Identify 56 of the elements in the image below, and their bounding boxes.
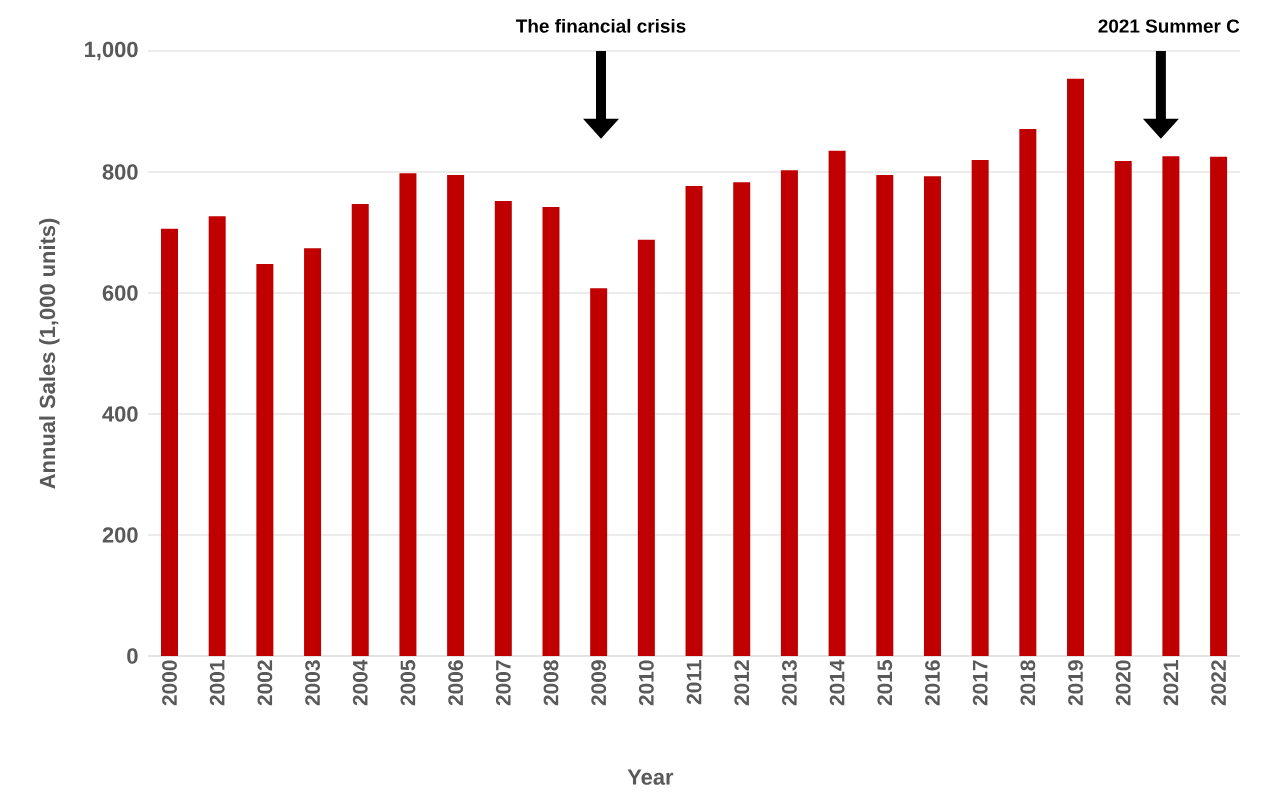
bar — [1162, 156, 1180, 656]
bar — [685, 185, 703, 656]
bar — [494, 201, 512, 656]
x-tick-label: 2009 — [591, 660, 607, 706]
bar — [351, 204, 369, 656]
x-axis-title: Year — [627, 769, 674, 785]
x-tick-label: 2010 — [638, 660, 654, 706]
x-tick-label: 2007 — [495, 660, 511, 706]
bar — [1067, 78, 1085, 656]
text: 2021 Summer C — [1098, 19, 1240, 33]
bar — [161, 228, 178, 656]
text: The financial crisis — [516, 18, 686, 33]
bar — [780, 170, 798, 656]
y-tick-label: 600 — [102, 285, 138, 301]
bar — [971, 159, 989, 656]
bar — [304, 248, 322, 656]
x-tick-label: 2022 — [1211, 660, 1226, 706]
y-tick-label: 800 — [102, 164, 138, 180]
x-tick-label: 2006 — [448, 660, 464, 706]
x-tick-label: 2021 — [1163, 660, 1179, 706]
bar — [637, 239, 655, 656]
bar — [923, 176, 941, 656]
bar — [1019, 129, 1037, 656]
x-tick-label: 2003 — [305, 660, 320, 706]
y-tick-label: 200 — [102, 527, 138, 543]
bar — [256, 263, 274, 656]
bar — [447, 175, 465, 656]
x-tick-label: 2013 — [781, 660, 797, 706]
x-tick-label: 2012 — [734, 660, 750, 706]
bar — [590, 288, 608, 656]
bar — [828, 150, 846, 656]
bar — [542, 207, 560, 656]
x-tick-label: 2020 — [1115, 660, 1131, 706]
x-tick-label: 2017 — [972, 660, 988, 706]
x-tick-label: 2002 — [257, 660, 273, 706]
x-tick-label: 2018 — [1020, 660, 1036, 706]
y-tick-label: 400 — [102, 406, 138, 422]
bar — [733, 182, 751, 656]
x-tick-label: 2004 — [352, 659, 368, 706]
y-axis-title: Annual Sales (1,000 units) — [39, 218, 60, 489]
bar — [876, 175, 894, 656]
x-tick-label: 2015 — [877, 660, 893, 706]
x-tick-label: 2000 — [162, 660, 177, 706]
y-tick-label: 1,000 — [85, 41, 138, 61]
bar — [1210, 156, 1228, 656]
x-tick-label: 2016 — [925, 660, 940, 706]
x-tick-label: 2005 — [400, 660, 416, 706]
bar — [208, 216, 226, 656]
x-tick-label: 2001 — [209, 660, 225, 706]
y-tick-label: 0 — [127, 648, 138, 664]
bar — [399, 173, 417, 656]
x-tick-label: 2011 — [686, 660, 702, 705]
x-tick-label: 2014 — [829, 659, 845, 706]
x-tick-label: 2008 — [543, 660, 559, 706]
bar — [1114, 161, 1132, 656]
x-tick-label: 2019 — [1068, 660, 1083, 706]
